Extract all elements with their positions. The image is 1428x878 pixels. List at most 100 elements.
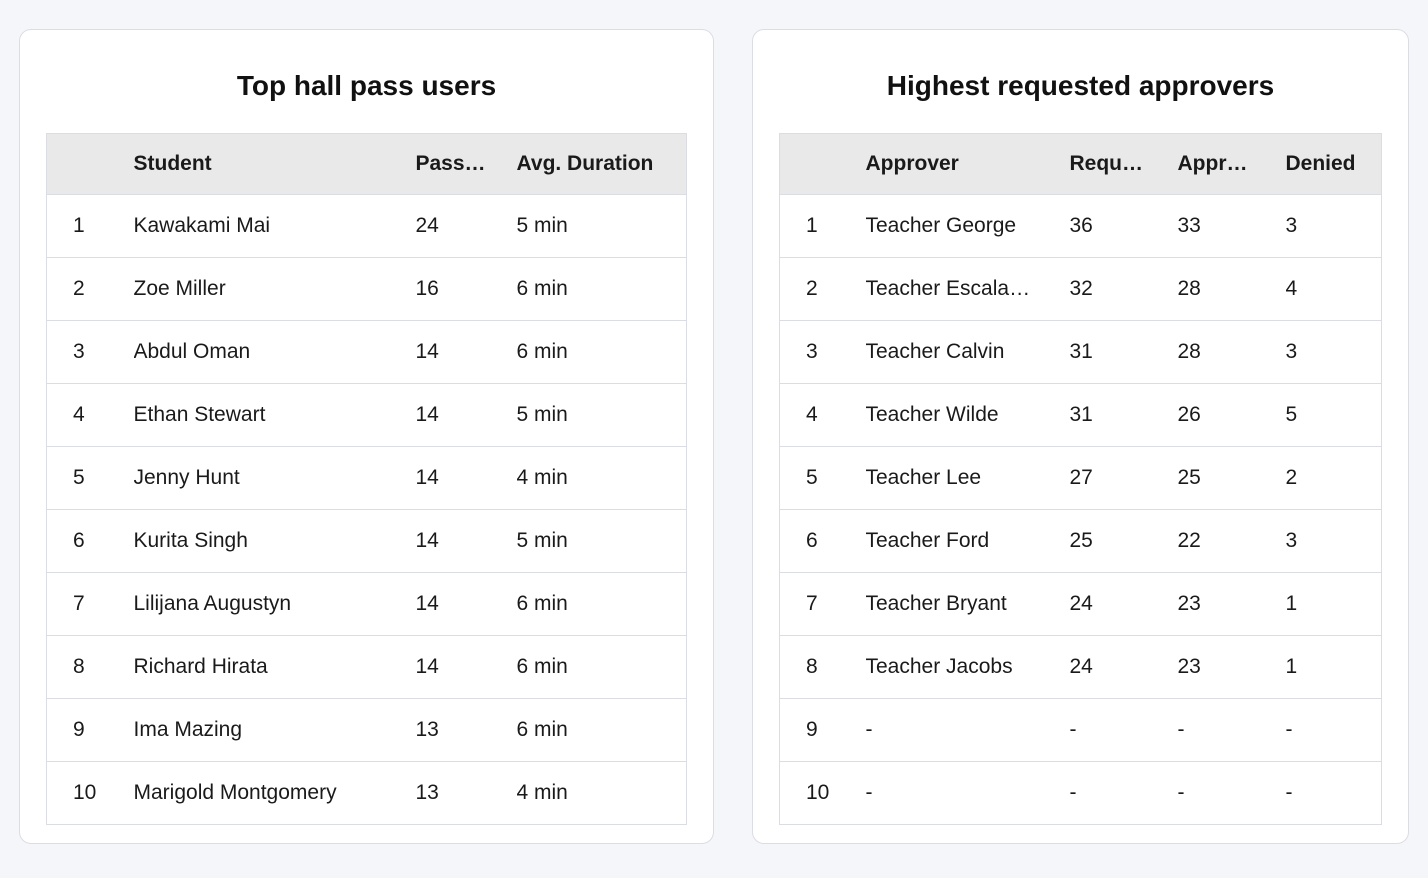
table-cell: Ima Mazing xyxy=(133,698,416,762)
table: Approver Requ… Appr… Denied 1 Teacher George 3… xyxy=(779,133,1382,825)
table-cell: 32 xyxy=(1069,257,1178,321)
table-cell: 13 xyxy=(415,698,517,762)
table-head: Approver Requ… Appr… Denied xyxy=(779,133,1382,195)
table-cell: 10 xyxy=(46,761,134,825)
table-cell: 6 xyxy=(46,509,134,573)
table-row: 5 Jenny Hunt 14 4 min xyxy=(46,446,687,510)
table-cell: 6 min xyxy=(516,320,687,384)
table-row: 4 Ethan Stewart 14 5 min xyxy=(46,383,687,447)
table-body: 1 Kawakami Mai 24 5 min 2 Zoe Miller 16 6 min 3 A… xyxy=(46,194,687,825)
table-cell: 16 xyxy=(415,257,517,321)
table-row: 10 Marigold Montgomery 13 4 min xyxy=(46,761,687,825)
table-cell: - xyxy=(1069,698,1178,762)
table-cell: 27 xyxy=(1069,446,1178,510)
panel: Top hall pass users Student Pass… Avg. Dur… xyxy=(19,29,714,844)
table-cell: Abdul Oman xyxy=(133,320,416,384)
table-cell: - xyxy=(1069,761,1178,825)
table-cell: Zoe Miller xyxy=(133,257,416,321)
table-cell: Teacher Escala… xyxy=(865,257,1070,321)
header-cell: Avg. Duration xyxy=(516,133,687,195)
table-row: 3 Abdul Oman 14 6 min xyxy=(46,320,687,384)
panel-title: Top hall pass users xyxy=(236,70,497,101)
table-cell: 13 xyxy=(415,761,517,825)
table-row: 10- - - - xyxy=(779,761,1382,825)
table-cell: Jenny Hunt xyxy=(133,446,416,510)
header-row: Student Pass… Avg. Duration xyxy=(46,133,687,195)
table-cell: 5 xyxy=(46,446,134,510)
table-cell: 1 xyxy=(1285,635,1382,699)
table-cell: Teacher Jacobs xyxy=(865,635,1070,699)
table-cell: 24 xyxy=(1069,572,1178,636)
table-cell: 28 xyxy=(1177,257,1286,321)
table-cell: 3 xyxy=(46,320,134,384)
table-cell: 28 xyxy=(1177,320,1286,384)
table-cell: 14 xyxy=(415,509,517,573)
table-cell: Teacher George xyxy=(865,194,1070,258)
table-row: 2 Teacher Escala… 32 28 4 xyxy=(779,257,1382,321)
table-cell: - xyxy=(1177,698,1286,762)
table-row: 5 Teacher Lee 27 25 2 xyxy=(779,446,1382,510)
table-cell: 31 xyxy=(1069,320,1178,384)
table-cell: 1 xyxy=(1285,572,1382,636)
table-cell: 2 xyxy=(779,257,866,321)
table-row: 2 Zoe Miller 16 6 min xyxy=(46,257,687,321)
header-row: Approver Requ… Appr… Denied xyxy=(779,133,1382,195)
table-cell: - xyxy=(1285,761,1382,825)
table-cell: 3 xyxy=(1285,320,1382,384)
table-body: 1 Teacher George 36 33 3 2 Teacher Escala… 32 28… xyxy=(779,194,1382,825)
table-cell: 7 xyxy=(779,572,866,636)
table-row: 8 Richard Hirata 14 6 min xyxy=(46,635,687,699)
table-cell: 9 xyxy=(46,698,134,762)
table-cell: 14 xyxy=(415,446,517,510)
table-row: 9---- xyxy=(779,698,1382,762)
table-cell: 5 xyxy=(779,446,866,510)
table-cell: 14 xyxy=(415,320,517,384)
table-cell: Kawakami Mai xyxy=(133,194,416,258)
table-cell: 4 min xyxy=(516,446,687,510)
table-cell: 5 min xyxy=(516,194,687,258)
table-cell: 3 xyxy=(779,320,866,384)
table-cell: 4 xyxy=(779,383,866,447)
table-cell: 25 xyxy=(1069,509,1178,573)
table-cell: Teacher Ford xyxy=(865,509,1070,573)
table-cell: 4 min xyxy=(516,761,687,825)
table-head: Student Pass… Avg. Duration xyxy=(46,133,687,195)
table-cell: 31 xyxy=(1069,383,1178,447)
table-cell: 3 xyxy=(1285,194,1382,258)
table-cell: 8 xyxy=(779,635,866,699)
table-row: 1 Kawakami Mai 24 5 min xyxy=(46,194,687,258)
table-cell: - xyxy=(1177,761,1286,825)
table-cell: 1 xyxy=(779,194,866,258)
table-cell: 2 xyxy=(1285,446,1382,510)
table-cell: 33 xyxy=(1177,194,1286,258)
header-cell: Pass… xyxy=(415,133,517,195)
table-cell: Teacher Lee xyxy=(865,446,1070,510)
table-cell: 5 min xyxy=(516,509,687,573)
table-cell: - xyxy=(865,761,1070,825)
table-cell: 14 xyxy=(415,383,517,447)
header-cell xyxy=(46,133,134,195)
table-cell: 24 xyxy=(415,194,517,258)
table: Student Pass… Avg. Duration 1 Kawakami Mai 24… xyxy=(46,133,687,825)
table-cell: 8 xyxy=(46,635,134,699)
table-cell: 4 xyxy=(1285,257,1382,321)
table-cell: 5 min xyxy=(516,383,687,447)
header-cell xyxy=(779,133,866,195)
table-cell: Teacher Bryant xyxy=(865,572,1070,636)
table-cell: Kurita Singh xyxy=(133,509,416,573)
table-cell: 23 xyxy=(1177,572,1286,636)
table-row: 1 Teacher George 36 33 3 xyxy=(779,194,1382,258)
panel: Highest requested approvers Approver Requ… xyxy=(752,29,1409,844)
table-cell: Lilijana Augustyn xyxy=(133,572,416,636)
table-cell: Teacher Calvin xyxy=(865,320,1070,384)
table-cell: 26 xyxy=(1177,383,1286,447)
table-cell: 22 xyxy=(1177,509,1286,573)
table-row: 6 Kurita Singh 14 5 min xyxy=(46,509,687,573)
table-row: 9 Ima Mazing 13 6 min xyxy=(46,698,687,762)
table-cell: 14 xyxy=(415,572,517,636)
table-row: 7 Lilijana Augustyn 14 6 min xyxy=(46,572,687,636)
panel-title: Highest requested approvers xyxy=(886,70,1275,101)
table-row: 8 Teacher Jacobs 24 23 1 xyxy=(779,635,1382,699)
table-cell: 6 min xyxy=(516,257,687,321)
